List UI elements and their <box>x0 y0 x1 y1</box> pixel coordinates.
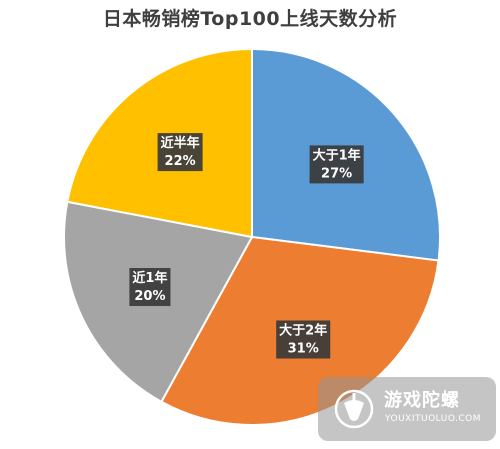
watermark-name: 游戏陀螺 <box>384 390 460 411</box>
slice-category-label: 大于1年 <box>313 147 361 163</box>
slice-category-label: 近半年 <box>161 135 200 151</box>
slice-percent-label: 27% <box>321 166 352 181</box>
slice-label-2: 大于2年 31% <box>276 320 331 359</box>
slice-label-1: 大于1年 27% <box>309 145 364 184</box>
slice-label-background <box>276 320 331 359</box>
slice-percent-label: 20% <box>134 289 165 304</box>
slice-label-4: 近半年 22% <box>157 133 203 172</box>
slice-category-label: 近1年 <box>132 270 167 286</box>
slice-category-label: 大于2年 <box>279 323 327 339</box>
pie-slices <box>63 47 441 426</box>
slice-label-background <box>309 145 364 184</box>
slice-label-background <box>129 268 171 307</box>
watermark: 游戏陀螺 YOUXITUOLUO.COM <box>318 377 496 441</box>
slice-percent-label: 22% <box>165 154 196 169</box>
spinning-top-logo-icon <box>334 389 374 429</box>
slice-label-background <box>157 133 203 172</box>
watermark-domain: YOUXITUOLUO.COM <box>385 414 482 424</box>
chart-title: 日本畅销榜Top100上线天数分析 <box>102 8 398 30</box>
slice-percent-label: 31% <box>288 342 319 357</box>
